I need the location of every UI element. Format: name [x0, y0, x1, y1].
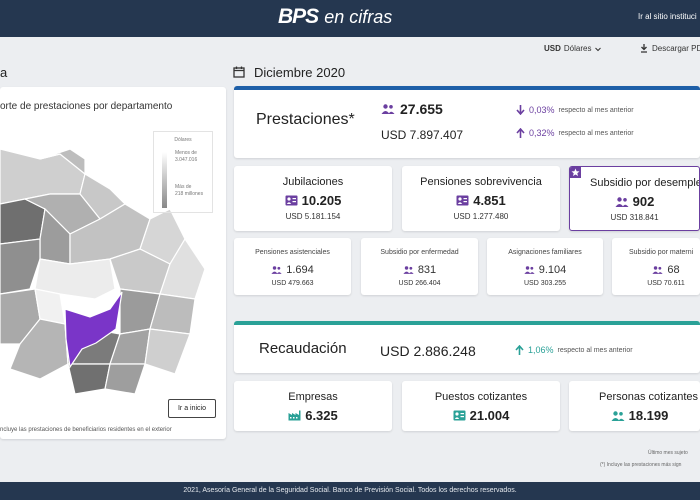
- category-amount: USD 5.181.154: [285, 212, 341, 221]
- people-icon: [271, 266, 282, 274]
- home-button[interactable]: Ir a inicio: [168, 399, 216, 418]
- uruguay-department-map[interactable]: [0, 149, 226, 399]
- contributor-count: 18.199: [579, 408, 700, 423]
- prestaciones-count: 27.655: [381, 101, 443, 117]
- download-pdf-button[interactable]: Descargar PDF: [640, 44, 700, 53]
- people-icon: [652, 266, 663, 274]
- download-pdf-label: Descargar PDF: [652, 44, 700, 53]
- map-department: [67, 363, 111, 395]
- left-section-title: a: [0, 65, 8, 80]
- category-card-pensiones-sobrevivencia[interactable]: Pensiones sobrevivencia 4.851 USD 1.277.…: [402, 166, 560, 231]
- category-amount: USD 318.841: [610, 213, 659, 222]
- map-footnote: ncluye las prestaciones de beneficiarios…: [0, 427, 172, 433]
- people-icon: [403, 266, 414, 274]
- people-icon: [611, 410, 625, 421]
- period-title: Diciembre 2020: [254, 65, 346, 80]
- amount-change: 0,32% respecto al mes anterior: [516, 128, 634, 138]
- category-title: Subsidio por desempleo: [590, 177, 700, 189]
- contributor-title: Puestos cotizantes: [434, 391, 528, 403]
- id-card-icon: [456, 195, 469, 206]
- subcategory-count: 9.104: [487, 264, 603, 276]
- contributor-card-puestos[interactable]: Puestos cotizantes 21.004: [402, 381, 560, 431]
- contributor-title: Personas cotizantes: [599, 391, 699, 403]
- people-icon: [381, 104, 395, 114]
- category-card-subsidio-desempleo[interactable]: Subsidio por desempleo 902 USD 318.841: [569, 166, 700, 231]
- footer: 2021, Asesoría General de la Seguridad S…: [0, 482, 700, 500]
- chevron-down-icon: [594, 45, 602, 53]
- recaudacion-amount: USD 2.886.248: [380, 343, 476, 359]
- category-card-jubilaciones[interactable]: Jubilaciones 10.205 USD 5.181.154: [234, 166, 392, 231]
- logo-sub: en cifras: [324, 7, 393, 27]
- contributor-card-personas[interactable]: Personas cotizantes 18.199: [569, 381, 700, 431]
- subcategory-title: Subsidio por materni: [629, 249, 694, 256]
- arrow-down-icon: [516, 105, 525, 115]
- category-title: Jubilaciones: [282, 176, 344, 188]
- subcategory-card-subsidio-enfermedad[interactable]: Subsidio por enfermedad 831 USD 266.404: [361, 238, 478, 295]
- map-department: [39, 149, 86, 176]
- subcategory-title: Asignaciones familiares: [508, 249, 582, 256]
- download-icon: [640, 44, 648, 53]
- recaudacion-change: 1,06% respecto al mes anterior: [515, 345, 633, 355]
- category-count: 10.205: [234, 193, 392, 208]
- subcategory-amount: USD 479.663: [271, 280, 314, 287]
- recaudacion-title: Recaudación: [259, 340, 347, 357]
- legend-high: Más de 218 millones: [175, 184, 204, 197]
- map-department: [104, 363, 146, 395]
- subcategory-card-pensiones-asistenciales[interactable]: Pensiones asistenciales 1.694 USD 479.66…: [234, 238, 351, 295]
- legend-title: Dólares: [174, 137, 192, 143]
- card-accent: [234, 86, 700, 90]
- map-department-selected: [64, 291, 123, 369]
- map-department: [159, 237, 206, 300]
- category-title: Pensiones sobrevivencia: [420, 176, 542, 188]
- last-month-note: Último mes sujeto: [648, 450, 688, 456]
- institutional-site-link[interactable]: Ir al sitio instituci: [638, 12, 697, 21]
- arrow-up-icon: [516, 128, 525, 138]
- factory-icon: [288, 410, 301, 421]
- currency-label: Dólares: [563, 44, 592, 53]
- people-icon: [524, 266, 535, 274]
- prestaciones-title: Prestaciones*: [256, 111, 355, 128]
- footnote: (*) Incluye las prestaciones más sign: [600, 462, 682, 468]
- logo-main: BPS: [278, 5, 319, 28]
- map-department: [144, 328, 191, 375]
- subcategory-amount: USD 303.255: [523, 280, 567, 287]
- prestaciones-amount: USD 7.897.407: [381, 128, 464, 142]
- subcategory-title: Subsidio por enfermedad: [380, 249, 459, 256]
- subcategory-amount: USD 70.611: [647, 280, 685, 287]
- top-bar: BPS en cifras Ir al sitio instituci: [0, 0, 700, 37]
- subcategory-count: 1.694: [234, 264, 351, 276]
- contributor-count: 6.325: [234, 408, 392, 423]
- arrow-up-icon: [515, 345, 524, 355]
- legend-gradient: [162, 152, 167, 208]
- people-icon: [615, 196, 629, 207]
- category-count: 4.851: [402, 193, 560, 208]
- subcategory-card-subsidio-maternidad[interactable]: Subsidio por materni 68 USD 70.611: [612, 238, 700, 295]
- map-legend: Dólares Menos de 3.047.016 Más de 218 mill…: [153, 131, 213, 213]
- department-map-panel: orte de prestaciones por departamento: [0, 87, 226, 439]
- contributor-count: 21.004: [402, 408, 560, 423]
- category-amount: USD 1.277.480: [453, 212, 509, 221]
- legend-low: Menos de 3.047.016: [175, 150, 198, 163]
- count-change: 0,03% respecto al mes anterior: [516, 105, 634, 115]
- star-icon: [570, 167, 581, 178]
- subcategory-amount: USD 266.404: [398, 280, 441, 287]
- contributor-title: Empresas: [288, 391, 338, 403]
- subcategory-count: 831: [361, 264, 478, 276]
- id-card-icon: [453, 410, 466, 421]
- category-count: 902: [570, 194, 699, 209]
- subcategory-title: Pensiones asistenciales: [255, 249, 330, 256]
- subcategory-card-asignaciones-familiares[interactable]: Asignaciones familiares 9.104 USD 303.25…: [487, 238, 603, 295]
- currency-code: USD: [544, 44, 561, 53]
- id-card-icon: [285, 195, 298, 206]
- map-panel-heading: orte de prestaciones por departamento: [0, 101, 173, 112]
- card-accent: [234, 321, 700, 325]
- prestaciones-card: Prestaciones* 27.655 USD 7.897.407 0,03%…: [234, 86, 700, 158]
- recaudacion-card: Recaudación USD 2.886.248 1,06% respecto…: [234, 321, 700, 373]
- map-department: [0, 238, 41, 295]
- calendar-icon: [233, 66, 245, 78]
- contributor-card-empresas[interactable]: Empresas 6.325: [234, 381, 392, 431]
- logo[interactable]: BPS en cifras: [278, 5, 392, 29]
- currency-select[interactable]: USD Dólares: [544, 44, 602, 53]
- subcategory-count: 68: [632, 264, 700, 276]
